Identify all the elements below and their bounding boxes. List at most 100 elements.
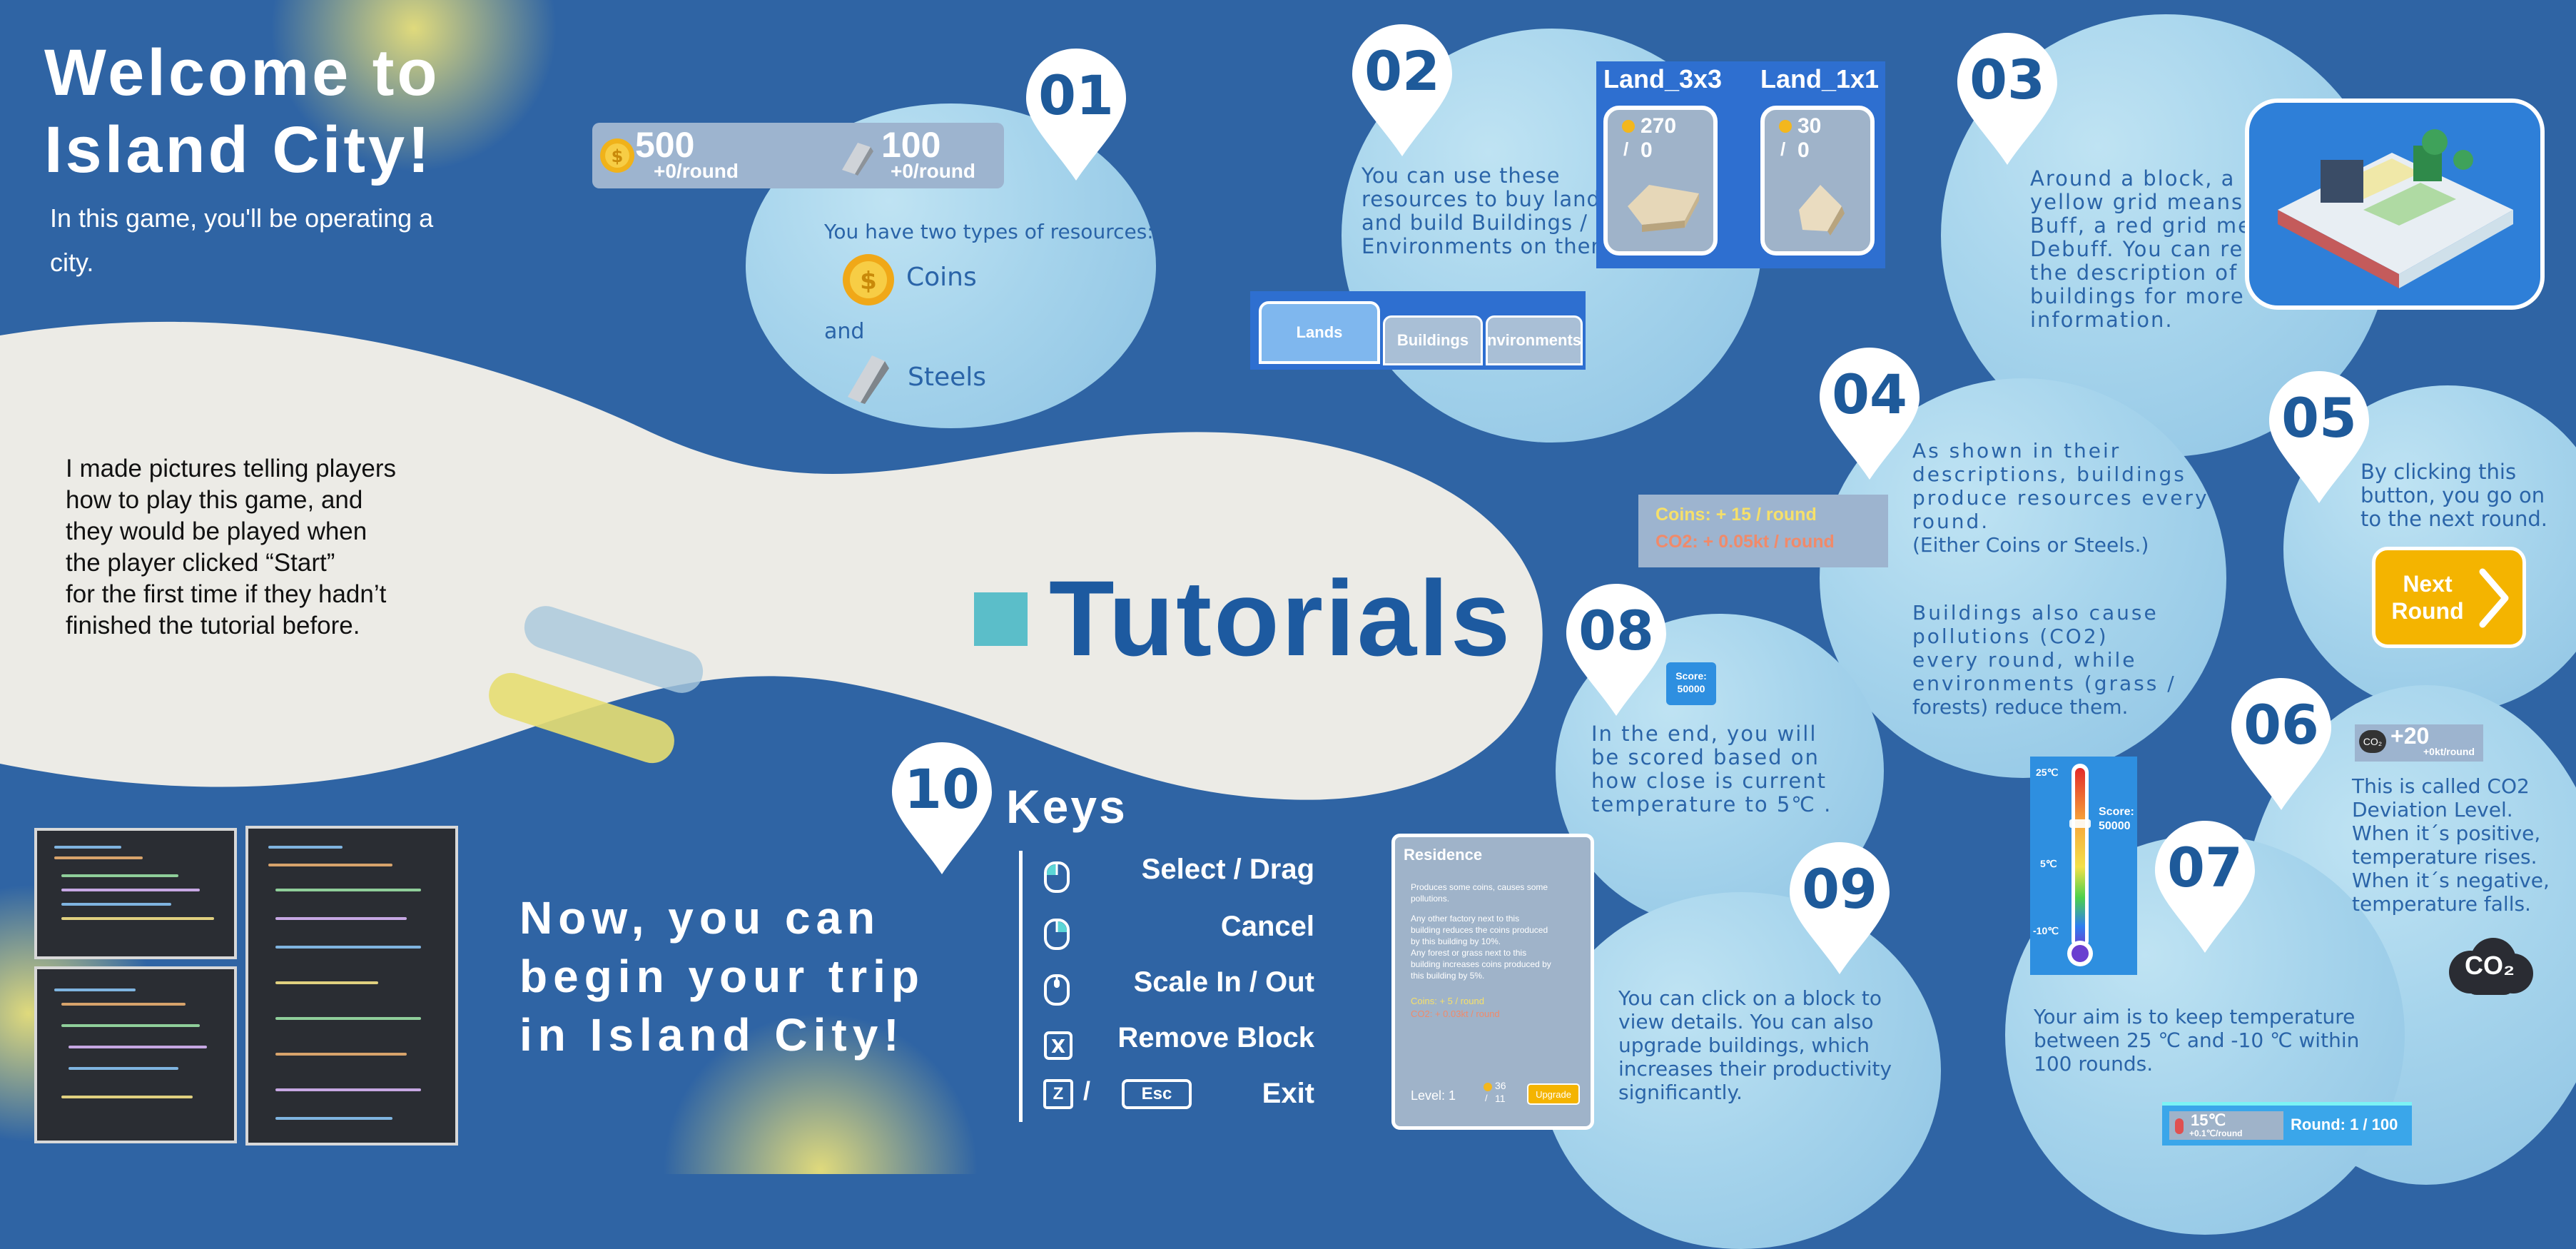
land-1x1-card[interactable]: 30 / 0: [1760, 106, 1875, 256]
step-06-line: temperature falls.: [2352, 892, 2531, 916]
card-desc-line: Produces some coins, causes some: [1411, 882, 1548, 892]
welcome-title-line1: Welcome to: [44, 36, 440, 109]
resource-bar: $ 500 +0/round 100 +0/round: [592, 123, 1004, 188]
step-04-line: environments (grass /: [1912, 672, 2176, 695]
chevron-right-icon: [2479, 568, 2509, 628]
co2-cloud-label: CO₂: [2465, 951, 2515, 980]
mouse-left-icon: [1044, 861, 1070, 893]
score-label: Score:: [2099, 806, 2134, 818]
next-round-line: Round: [2391, 598, 2464, 624]
steels-label: Steels: [908, 363, 987, 392]
steel-icon: /: [1485, 1093, 1488, 1103]
co2-value: +20: [2390, 723, 2430, 749]
welcome-title-line2: Island City!: [44, 113, 432, 186]
tab-buildings[interactable]: Buildings: [1383, 315, 1483, 365]
step-06-marker: 06: [2231, 678, 2331, 814]
step-number: 05: [2281, 385, 2357, 450]
step-02-text: You can use these resources to buy lands…: [1361, 164, 1619, 258]
step-03-line: buildings for more: [2030, 284, 2245, 308]
description-text: I made pictures telling players how to p…: [66, 453, 396, 642]
step-02-line: Environments on them.: [1361, 234, 1619, 258]
upgrade-button[interactable]: Upgrade: [1527, 1083, 1580, 1105]
production-stats: Coins: + 15 / round CO2: + 0.05kt / roun…: [1638, 495, 1888, 567]
step-06-line: Deviation Level.: [2352, 798, 2513, 821]
coins-value: 500: [635, 125, 695, 165]
next-round-label: Next Round: [2388, 570, 2467, 624]
intro-subtitle-line2: city.: [50, 248, 94, 277]
stat-coins: Coins: + 15 / round: [1655, 505, 1817, 525]
keys-divider: [1019, 851, 1023, 1122]
yellow-glow-top: [271, 0, 557, 171]
tab-lands[interactable]: Lands: [1259, 301, 1380, 364]
step-02-line: and build Buildings /: [1361, 211, 1588, 235]
shop-tabs: Lands Buildings nvironments: [1250, 291, 1586, 370]
step-08-line: be scored based on: [1591, 745, 1820, 769]
step-08-line: how close is current: [1591, 769, 1827, 793]
tab-environments[interactable]: nvironments: [1486, 315, 1583, 365]
card-cost-coins: 36: [1495, 1080, 1506, 1091]
step-07-line: 100 rounds.: [2034, 1052, 2154, 1076]
step-10-marker: 10: [892, 742, 992, 878]
land-3x3-tile-icon: [1628, 185, 1699, 232]
card-desc-line: Any forest or grass next to this: [1411, 948, 1527, 958]
step-number: 03: [1969, 47, 2045, 111]
step-09-line: view details. You can also: [1618, 1010, 1874, 1033]
step-01-text: You have two types of resources:: [824, 220, 1154, 243]
intro-subtitle-line1: In this game, you'll be operating a: [50, 203, 434, 233]
step-number: 09: [1802, 856, 1877, 921]
step-09-line: upgrade buildings, which: [1618, 1033, 1870, 1057]
land-1x1-steels: 0: [1797, 138, 1810, 162]
step-01-marker: 01: [1026, 49, 1126, 184]
step-09-marker: 09: [1790, 842, 1890, 978]
co2-badge-icon: CO₂: [2359, 730, 2386, 753]
step-03-line: information.: [2030, 308, 2174, 332]
code-screenshot-3: [245, 826, 458, 1146]
thermo-low-label: -10℃: [2033, 925, 2059, 936]
bar-temp: 15℃: [2191, 1111, 2226, 1129]
step-05-marker: 05: [2269, 371, 2369, 507]
building-detail-card: Residence Produces some coins, causes so…: [1391, 834, 1594, 1130]
steels-large-icon: [848, 355, 889, 404]
score-value: 50000: [2099, 820, 2131, 832]
coins-large-icon: $: [843, 254, 894, 305]
description-line: the player clicked “Start”: [66, 549, 335, 577]
land-3x3-coins: 270: [1641, 114, 1677, 138]
step-04-text-a: As shown in their descriptions, building…: [1912, 439, 2209, 557]
step-06-line: When it´s positive,: [2352, 821, 2541, 845]
bar-rate: +0.1℃/round: [2189, 1128, 2243, 1138]
round-counter: Round: 1 / 100: [2291, 1116, 2398, 1133]
teal-square: [974, 592, 1028, 646]
steel-icon: /: [1780, 138, 1786, 160]
land-3x3-title: Land_3x3: [1603, 64, 1723, 93]
thermo-mid-label: 5℃: [2040, 858, 2057, 869]
outro-line: begin your trip: [519, 951, 925, 1002]
and-label: and: [824, 319, 865, 344]
card-desc-line: Any other factory next to this: [1411, 914, 1520, 924]
keys-list: Select / Drag Cancel Scale In / Out X Re…: [1043, 851, 1314, 1136]
step-04-line: descriptions, buildings: [1912, 462, 2186, 486]
next-round-button[interactable]: Next Round: [2372, 547, 2526, 648]
key-select-drag-label: Select / Drag: [1141, 854, 1314, 885]
esc-key-icon: Esc: [1122, 1079, 1192, 1109]
land-3x3-card[interactable]: 270 / 0: [1603, 106, 1718, 256]
steel-icon: [842, 143, 873, 176]
x-key-icon: X: [1044, 1031, 1073, 1060]
co2-cloud-icon: CO₂: [2443, 935, 2536, 999]
score-badge: Score: 50000: [1666, 662, 1716, 705]
step-09-line: You can click on a block to: [1618, 986, 1882, 1010]
step-number: 08: [1578, 598, 1654, 662]
card-desc-line: pollutions.: [1411, 894, 1450, 904]
step-04-line: pollutions (CO2): [1912, 624, 2109, 648]
card-stat-coins: Coins: + 5 / round: [1411, 996, 1484, 1006]
step-05-line: to the next round.: [2361, 507, 2548, 531]
step-03-line: Debuff. You can read: [2030, 237, 2273, 261]
step-09-line: significantly.: [1618, 1081, 1743, 1104]
land-1x1-title: Land_1x1: [1760, 64, 1880, 93]
step-08-text: In the end, you will be scored based on …: [1591, 722, 1832, 816]
step-09-line: increases their productivity: [1618, 1057, 1892, 1081]
svg-text:X: X: [1051, 1036, 1065, 1058]
steels-value: 100: [881, 125, 941, 165]
co2-rate: +0kt/round: [2423, 746, 2475, 757]
step-02-marker: 02: [1352, 24, 1452, 160]
step-09-text: You can click on a block to view details…: [1618, 986, 1892, 1104]
